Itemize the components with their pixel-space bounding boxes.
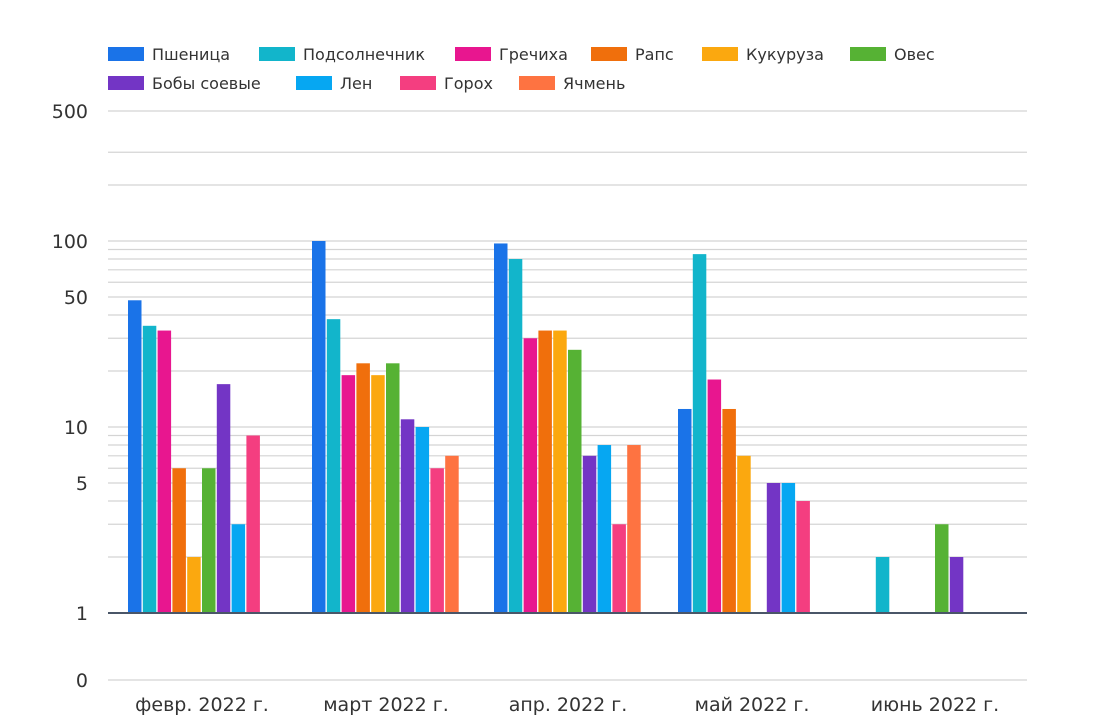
legend-label: Лен <box>340 74 372 93</box>
legend-swatch <box>455 47 491 61</box>
legend-label: Горох <box>444 74 493 93</box>
legend-label: Кукуруза <box>746 45 824 64</box>
bar-бобы-соевые <box>216 384 231 613</box>
bar-бобы-соевые <box>582 455 597 613</box>
legend-swatch <box>296 76 332 90</box>
legend-swatch <box>108 76 144 90</box>
legend-item-пшеница: Пшеница <box>108 45 230 64</box>
x-tick-label: апр. 2022 г. <box>509 694 628 716</box>
bar-рапс <box>172 468 186 613</box>
bar-group-5 <box>875 524 964 613</box>
bar-горох <box>612 524 626 613</box>
bar-горох <box>430 468 444 613</box>
legend-item-рапс: Рапс <box>591 45 674 64</box>
legend-item-кукуруза: Кукуруза <box>702 45 824 64</box>
bar-подсолнечник <box>326 319 341 613</box>
bar-ячмень <box>445 455 459 613</box>
bar-бобы-соевые <box>400 419 415 613</box>
y-tick-label: 0 <box>76 670 88 692</box>
bar-бобы-соевые <box>766 482 781 613</box>
x-axis-labels: февр. 2022 г. март 2022 г. апр. 2022 г. май… <box>135 694 999 716</box>
bar-лен <box>415 427 430 613</box>
bar-гречиха <box>523 338 538 613</box>
legend-swatch <box>519 76 555 90</box>
legend-item-ячмень: Ячмень <box>519 74 625 93</box>
legend-swatch <box>591 47 627 61</box>
legend-label: Подсолнечник <box>303 45 425 64</box>
bar-кукуруза <box>553 330 567 613</box>
legend-item-гречиха: Гречиха <box>455 45 568 64</box>
x-tick-label: март 2022 г. <box>323 694 449 716</box>
bar-овес <box>386 363 400 613</box>
legend-swatch <box>400 76 436 90</box>
y-tick-label: 50 <box>64 287 88 309</box>
legend-item-подсолнечник: Подсолнечник <box>259 45 425 64</box>
bar-пшеница <box>312 241 326 613</box>
bar-лен <box>597 445 612 613</box>
legend-swatch <box>259 47 295 61</box>
y-tick-label: 10 <box>64 417 88 439</box>
bars <box>128 241 964 614</box>
bar-рапс <box>356 363 370 613</box>
bar-рапс <box>538 330 552 613</box>
bar-лен <box>781 482 796 613</box>
y-axis-ticks: 0 1 5 10 50 100 500 <box>52 101 88 692</box>
legend-swatch <box>702 47 738 61</box>
bar-овес <box>935 524 949 613</box>
bar-пшеница <box>128 300 142 613</box>
legend-swatch <box>108 47 144 61</box>
bar-кукуруза <box>737 455 751 613</box>
bar-лен <box>231 524 246 613</box>
bar-горох <box>246 435 260 613</box>
bar-group-1 <box>128 300 260 613</box>
bar-group-2 <box>312 241 459 613</box>
legend-item-горох: Горох <box>400 74 493 93</box>
legend-item-бобы-соевые: Бобы соевые <box>108 74 261 93</box>
x-tick-label: июнь 2022 г. <box>871 694 999 716</box>
bar-гречиха <box>707 379 722 613</box>
bar-подсолнечник <box>875 557 890 613</box>
legend-swatch <box>850 47 886 61</box>
bar-кукуруза <box>187 557 201 613</box>
bar-подсолнечник <box>508 259 523 613</box>
legend-label: Ячмень <box>563 74 625 93</box>
y-tick-label: 1 <box>76 603 88 625</box>
grid-layer <box>108 110 1027 681</box>
legend-item-лен: Лен <box>296 74 372 93</box>
bar-пшеница <box>678 408 692 613</box>
bar-гречиха <box>157 330 172 613</box>
bar-рапс <box>722 408 736 613</box>
y-tick-label: 500 <box>52 101 88 123</box>
y-tick-label: 5 <box>76 473 88 495</box>
bar-подсолнечник <box>692 254 707 613</box>
legend-label: Рапс <box>635 45 674 64</box>
bar-пшеница <box>494 243 508 614</box>
legend-item-овес: Овес <box>850 45 935 64</box>
bar-кукуруза <box>371 375 385 613</box>
legend-label: Гречиха <box>499 45 568 64</box>
legend: Пшеница Подсолнечник Гречиха Рапс Кукуруза Ов… <box>108 45 935 93</box>
bar-горох <box>796 501 810 613</box>
x-tick-label: май 2022 г. <box>695 694 810 716</box>
bar-гречиха <box>341 375 356 613</box>
bar-ячмень <box>627 445 641 613</box>
bar-group-3 <box>494 243 641 614</box>
bar-овес <box>568 349 582 613</box>
x-tick-label: февр. 2022 г. <box>135 694 269 716</box>
bar-подсолнечник <box>142 325 157 613</box>
bar-group-4 <box>678 254 810 613</box>
bar-бобы-соевые <box>949 557 964 613</box>
legend-label: Бобы соевые <box>152 74 261 93</box>
bar-овес <box>202 468 216 613</box>
legend-label: Овес <box>894 45 935 64</box>
legend-label: Пшеница <box>152 45 230 64</box>
y-tick-label: 100 <box>52 231 88 253</box>
